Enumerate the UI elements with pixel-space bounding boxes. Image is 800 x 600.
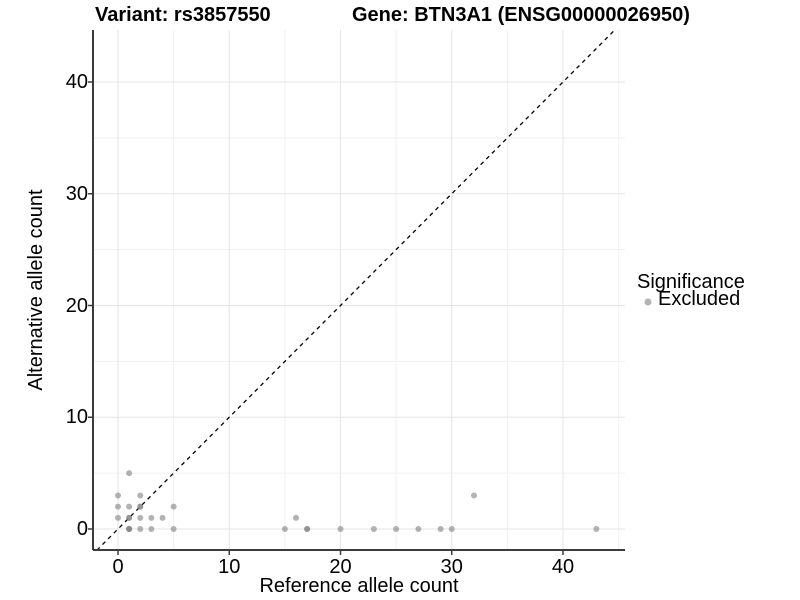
legend-title: Significance bbox=[637, 271, 745, 293]
x-tick-label: 40 bbox=[551, 556, 575, 578]
y-tick-label: 20 bbox=[65, 294, 88, 317]
y-tick-label: 40 bbox=[65, 71, 88, 93]
data-point bbox=[304, 526, 311, 532]
data-point bbox=[137, 503, 144, 510]
y-tick-label: 10 bbox=[65, 406, 88, 429]
legend-point-swatch-icon bbox=[644, 298, 652, 306]
data-point bbox=[126, 470, 133, 477]
data-point bbox=[148, 526, 155, 532]
data-point bbox=[281, 526, 288, 532]
data-point bbox=[115, 492, 121, 499]
data-point bbox=[159, 514, 166, 521]
data-point bbox=[370, 526, 377, 532]
data-point bbox=[593, 526, 600, 532]
x-tick-label: 10 bbox=[218, 556, 241, 578]
data-point bbox=[448, 526, 455, 532]
data-point bbox=[126, 503, 133, 510]
data-point bbox=[126, 514, 133, 521]
plot-title-variant: Variant: rs3857550 bbox=[95, 4, 271, 26]
x-tick-label: 20 bbox=[329, 556, 352, 578]
identity-dashed-line bbox=[96, 29, 616, 551]
plot-title-gene: Gene: BTN3A1 (ENSG00000026950) bbox=[352, 4, 690, 26]
data-point bbox=[170, 526, 177, 532]
data-point bbox=[148, 514, 155, 521]
x-axis-title: Reference allele count bbox=[259, 575, 459, 597]
data-point bbox=[115, 503, 121, 510]
data-point bbox=[170, 503, 177, 510]
y-axis-title: Alternative allele count bbox=[25, 189, 47, 391]
y-tick-label: 30 bbox=[65, 182, 88, 205]
data-point bbox=[126, 526, 133, 532]
data-point bbox=[293, 514, 299, 521]
data-point bbox=[137, 514, 144, 521]
data-point bbox=[137, 526, 144, 532]
data-point bbox=[337, 526, 344, 532]
data-point bbox=[471, 492, 477, 499]
data-point bbox=[115, 514, 121, 521]
x-tick-label: 30 bbox=[440, 556, 463, 578]
data-point bbox=[415, 526, 422, 532]
legend-item-excluded: Excluded bbox=[640, 288, 740, 312]
data-point bbox=[393, 526, 400, 532]
data-point bbox=[437, 526, 444, 532]
legend-item-label: Excluded bbox=[658, 288, 741, 310]
panel-background bbox=[93, 30, 625, 550]
y-tick-label: 0 bbox=[76, 518, 88, 540]
x-tick-label: 0 bbox=[112, 556, 124, 578]
data-point bbox=[137, 492, 144, 499]
